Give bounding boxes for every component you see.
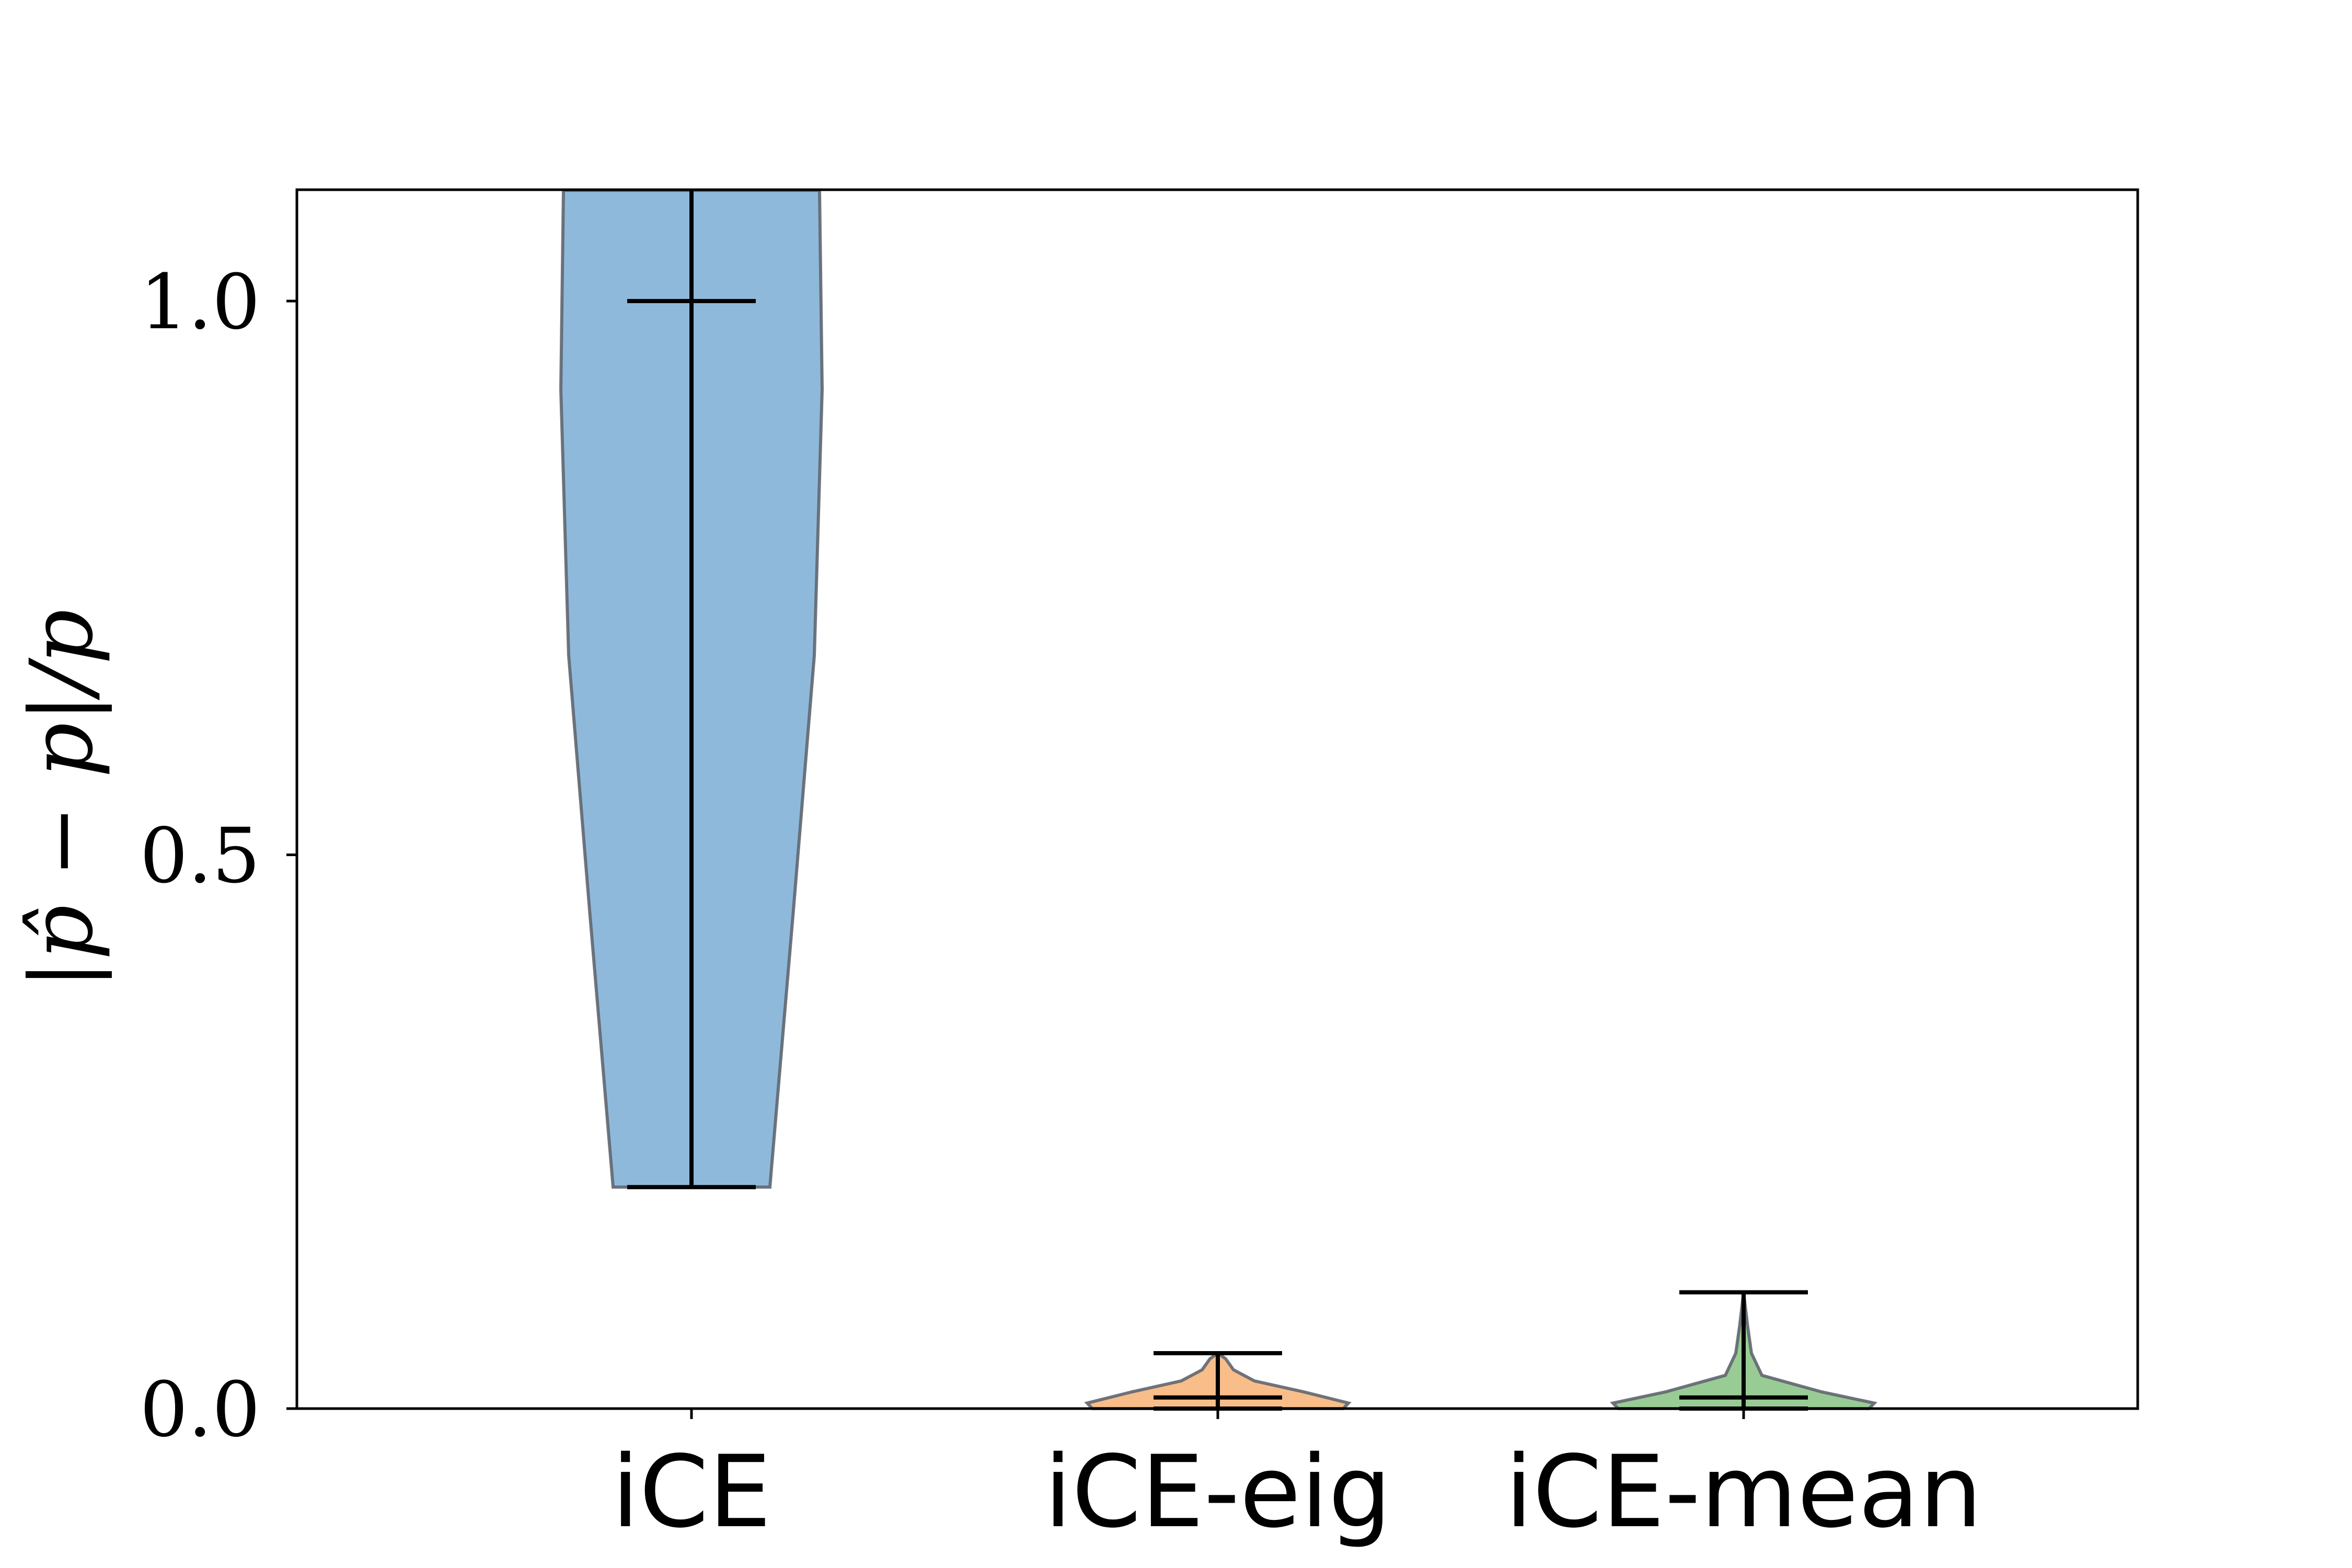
x-tick-label: iCE xyxy=(612,1434,771,1550)
y-tick-label: 0.0 xyxy=(140,1366,260,1454)
y-tick-label: 0.5 xyxy=(140,812,260,901)
x-tick-label: iCE-eig xyxy=(1044,1434,1391,1550)
y-tick-label: 1.0 xyxy=(140,258,260,347)
x-axis-ticks: iCE iCE-eig iCE-mean xyxy=(612,1409,1982,1550)
y-axis-label: |p̂ − p|/p xyxy=(11,609,112,989)
x-tick-label: iCE-mean xyxy=(1505,1434,1982,1550)
violin-bodies xyxy=(559,189,1877,1410)
y-axis-ticks: 0.0 0.5 1.0 xyxy=(140,258,297,1454)
